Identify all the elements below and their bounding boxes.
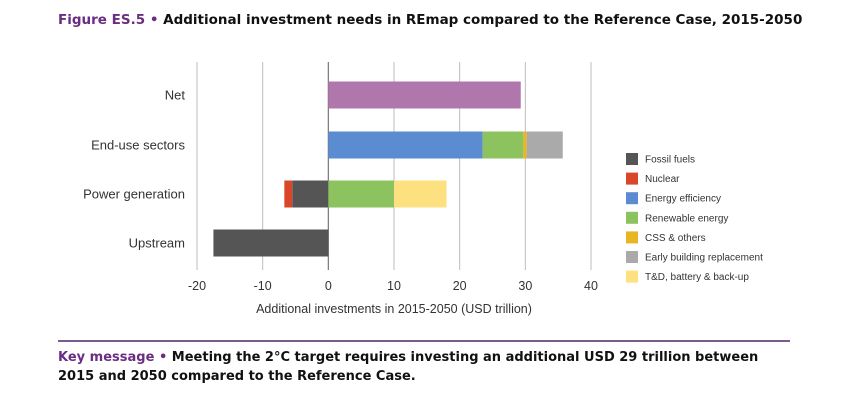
- legend-swatch-renewable-energy: [626, 211, 638, 224]
- bar-power-generation-fossil-fuels: [292, 180, 329, 208]
- bar-end-use-sectors-renewable-energy: [482, 131, 524, 159]
- title-bullet: •: [149, 12, 159, 28]
- x-tick-30: 30: [518, 279, 532, 293]
- legend-swatch-early-building-replacement: [626, 251, 638, 263]
- key-message-text: Meeting the 2°C target requires investin…: [58, 350, 759, 384]
- figure-title-text: Additional investment needs in REmap com…: [163, 12, 803, 28]
- x-axis-title: Additional investments in 2015-2050 (USD…: [256, 302, 532, 316]
- bar-power-generation-nuclear: [284, 180, 293, 208]
- legend-swatch-fossil-fuels: [626, 153, 638, 165]
- legend-label-energy-efficiency: Energy efficiency: [645, 194, 721, 205]
- category-labels: Net End-use sectors Power generation Upstre…: [83, 88, 185, 251]
- key-message-label: Key message: [58, 350, 155, 365]
- x-tick-10: 10: [387, 279, 401, 293]
- figure-number: Figure ES.5: [58, 12, 146, 28]
- key-message: Key message • Meeting the 2°C target req…: [58, 348, 798, 386]
- x-tick-0: 0: [325, 279, 332, 293]
- x-tick-20: 20: [453, 279, 467, 293]
- legend-label-t-d-battery-back-up: T&D, battery & back-up: [645, 272, 749, 283]
- legend-label-nuclear: Nuclear: [645, 174, 680, 185]
- legend-swatch-nuclear: [626, 172, 638, 185]
- x-tick-10: -10: [254, 279, 272, 293]
- legend-label-renewable-energy: Renewable energy: [645, 213, 728, 224]
- category-label-power-generation: Power generation: [83, 187, 185, 202]
- category-label-end-use-sectors: End-use sectors: [91, 138, 185, 153]
- bar-end-use-sectors-energy-efficiency: [328, 131, 483, 159]
- legend: Fossil fuels Nuclear Energy efficiency Rene…: [626, 153, 763, 283]
- bars: [213, 81, 563, 257]
- divider: [58, 340, 790, 342]
- legend-swatch-css-others: [626, 231, 638, 244]
- x-tick-40: 40: [584, 279, 598, 293]
- legend-label-fossil-fuels: Fossil fuels: [645, 155, 695, 166]
- bar-upstream-fossil-fuels: [213, 229, 329, 257]
- x-tick-labels: -20 -10 0 10 20 30 40: [188, 279, 598, 293]
- bar-end-use-sectors-css-others: [523, 131, 527, 159]
- category-label-upstream: Upstream: [129, 236, 185, 251]
- legend-swatch-t-d-battery-back-up: [626, 270, 638, 283]
- figure-title: Figure ES.5 • Additional investment need…: [58, 12, 802, 28]
- legend-label-early-building-replacement: Early building replacement: [645, 253, 763, 264]
- bar-power-generation-renewable-energy: [328, 180, 394, 208]
- investment-bar-chart: Net End-use sectors Power generation Upstre…: [83, 62, 763, 316]
- category-label-net: Net: [165, 88, 186, 103]
- legend-label-css-others: CSS & others: [645, 233, 706, 244]
- bar-end-use-sectors-early-building-replacement: [526, 131, 563, 159]
- bar-net-net: [328, 81, 521, 109]
- bar-power-generation-t-d-battery-back-up: [394, 180, 447, 208]
- key-message-bullet: •: [158, 350, 168, 365]
- x-tick-20: -20: [188, 279, 206, 293]
- legend-swatch-energy-efficiency: [626, 192, 638, 205]
